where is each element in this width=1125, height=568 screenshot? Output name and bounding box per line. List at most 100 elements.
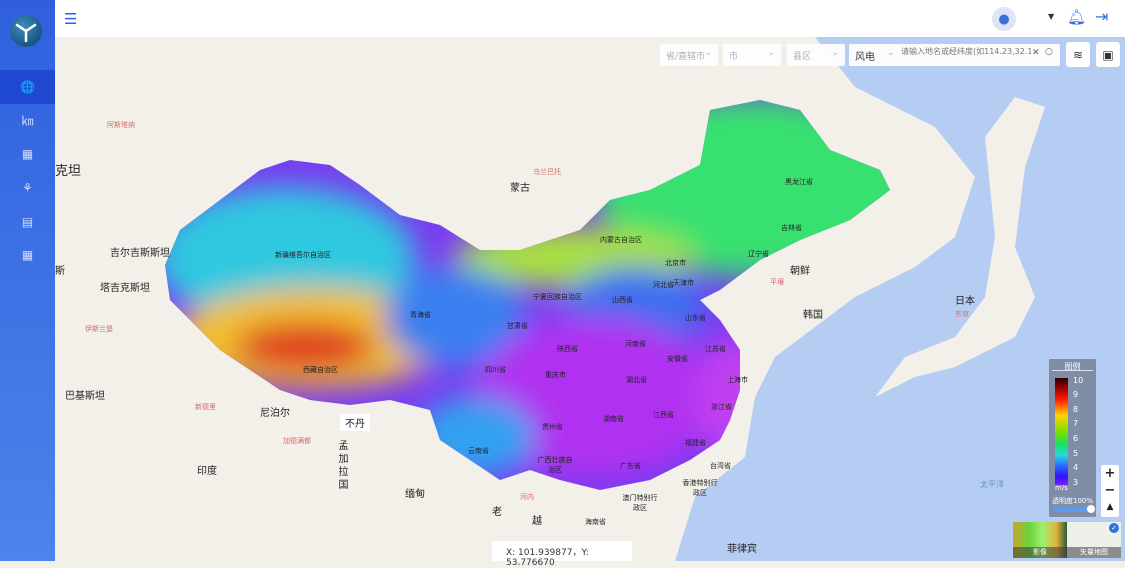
caret-down-icon[interactable]: ▼: [1048, 12, 1055, 21]
province-select[interactable]: 省/直辖市 ⌄: [660, 44, 718, 66]
map-label: 老: [492, 507, 502, 518]
map-label: 越: [532, 516, 542, 527]
zoom-in-button[interactable]: +: [1104, 466, 1116, 481]
province-label: 四川省: [485, 366, 506, 374]
legend-panel: 图例 10 9 8 7 6 5 4 3 m/s 透明度100%: [1049, 359, 1096, 517]
province-label: 台湾省: [710, 462, 731, 470]
opacity-label: 透明度100%: [1052, 497, 1094, 505]
map-label: 缅甸: [405, 489, 425, 500]
map-label-bangladesh: 孟加拉国: [336, 440, 347, 492]
logout-icon[interactable]: ⇥: [1095, 7, 1109, 26]
legend-tick: 7: [1073, 419, 1079, 428]
clear-icon[interactable]: ✕: [1032, 48, 1040, 58]
grid-icon: ▦: [21, 248, 34, 262]
province-label: 海南省: [585, 518, 606, 526]
province-label: 安徽省: [667, 355, 688, 363]
search-icon[interactable]: ○: [1045, 47, 1053, 57]
basemap-vector[interactable]: ✓ 矢量地图: [1067, 522, 1121, 558]
menu-toggle-icon[interactable]: ☰: [64, 10, 78, 28]
basemap-label: 矢量地图: [1067, 547, 1121, 558]
province-label: 新疆维吾尔自治区: [275, 251, 331, 259]
map-label: 斯: [55, 266, 65, 277]
chevron-down-icon[interactable]: ⌄: [887, 48, 895, 58]
province-label: 香港特别行政区: [682, 479, 718, 497]
province-label: 江苏省: [705, 345, 726, 353]
sidebar-item-chart[interactable]: ㎞: [0, 103, 55, 137]
city-label: 加德满都: [283, 437, 311, 445]
map-label: 印度: [197, 466, 217, 477]
legend-tick: 4: [1073, 463, 1079, 472]
map-label: 巴基斯坦: [65, 391, 105, 402]
ocean-label: 太平洋: [980, 480, 1004, 489]
location-search-input[interactable]: [901, 47, 1031, 56]
chevron-down-icon: ⌄: [704, 48, 712, 58]
province-label: 北京市: [665, 259, 686, 267]
city-select[interactable]: 市 ⌄: [723, 44, 781, 66]
legend-tick: 6: [1073, 434, 1079, 443]
province-label: 内蒙古自治区: [600, 236, 642, 244]
map-canvas[interactable]: 蒙古 朝鲜 韩国 日本 尼泊尔 不丹 印度 缅甸 老 越 菲律宾 巴基斯坦 塔吉…: [55, 37, 1125, 561]
opacity-slider-handle[interactable]: [1087, 505, 1095, 513]
layers-icon: ≋: [1072, 47, 1084, 62]
map-label: 日本: [955, 296, 975, 307]
map-label: 不丹: [340, 414, 370, 431]
sidebar-item-store[interactable]: ▤: [0, 205, 55, 239]
cursor-coordinates: X: 101.939877，Y: 53.776670: [492, 541, 632, 568]
province-label: 吉林省: [781, 224, 802, 232]
province-label: 贵州省: [542, 423, 563, 431]
bell-icon[interactable]: 🔔︎: [1067, 8, 1087, 26]
map-label: 塔吉克斯坦: [100, 283, 150, 294]
zoom-control: + − ▲: [1101, 465, 1119, 517]
legend-title: 图例: [1052, 359, 1093, 371]
province-label: 湖北省: [626, 376, 647, 384]
wind-turbine-icon: ⚘: [22, 181, 33, 195]
province-label: 西藏自治区: [303, 366, 338, 374]
province-select-value: 省/直辖市: [666, 52, 706, 62]
province-label: 广西壮族自治区: [537, 456, 573, 474]
legend-tick: 10: [1073, 376, 1084, 385]
globe-icon: 🌐: [20, 80, 35, 94]
county-select[interactable]: 县区 ⌄: [787, 44, 845, 66]
city-label: 阿斯塔纳: [107, 121, 135, 129]
map-label: 克坦: [55, 164, 82, 179]
province-label: 山东省: [685, 314, 706, 322]
chevron-down-icon: ⌄: [767, 48, 775, 58]
province-label: 青海省: [410, 311, 431, 319]
city-label: 新德里: [195, 403, 216, 411]
county-select-value: 县区: [793, 52, 812, 62]
basemap-switcher: 影像 ✓ 矢量地图: [1013, 522, 1121, 558]
chevron-down-icon: ⌄: [831, 48, 839, 58]
province-label: 陕西省: [557, 345, 578, 353]
zoom-out-button[interactable]: −: [1104, 483, 1116, 498]
province-label: 辽宁省: [748, 250, 769, 258]
legend-tick: 9: [1073, 390, 1079, 399]
sidebar-item-map[interactable]: 🌐: [0, 70, 55, 104]
legend-tick: 5: [1073, 449, 1079, 458]
compass-button[interactable]: ▲: [1106, 502, 1114, 512]
legend-unit: m/s: [1055, 484, 1068, 492]
map-layer: [165, 37, 1125, 561]
map-label: 菲律宾: [727, 544, 757, 555]
energy-type-select[interactable]: 风电: [855, 52, 875, 63]
province-label: 广东省: [620, 462, 641, 470]
sidebar-item-wind[interactable]: ⚘: [0, 171, 55, 205]
user-avatar-icon[interactable]: ●: [992, 7, 1016, 31]
sidebar-item-grid[interactable]: ▦: [0, 238, 55, 272]
search-box: 风电 ⌄ ✕ ○: [849, 44, 1060, 66]
province-label: 浙江省: [711, 403, 732, 411]
app-logo: [10, 15, 42, 47]
sidebar-item-folder[interactable]: ▦: [0, 137, 55, 171]
province-label: 江西省: [653, 411, 674, 419]
basemap-imagery[interactable]: 影像: [1013, 522, 1067, 558]
toolbox-button[interactable]: ▣: [1096, 42, 1120, 67]
toolbox-icon: ▣: [1102, 47, 1114, 62]
opacity-slider[interactable]: [1053, 505, 1095, 513]
basemap-label: 影像: [1013, 547, 1067, 558]
province-label: 重庆市: [545, 371, 566, 379]
city-label: 东京: [955, 310, 969, 318]
city-label: 伊斯兰堡: [85, 325, 113, 333]
province-label: 宁夏回族自治区: [533, 293, 582, 301]
layers-button[interactable]: ≋: [1066, 42, 1090, 67]
store-icon: ▤: [21, 215, 34, 229]
province-label: 澳门特别行政区: [622, 494, 658, 512]
